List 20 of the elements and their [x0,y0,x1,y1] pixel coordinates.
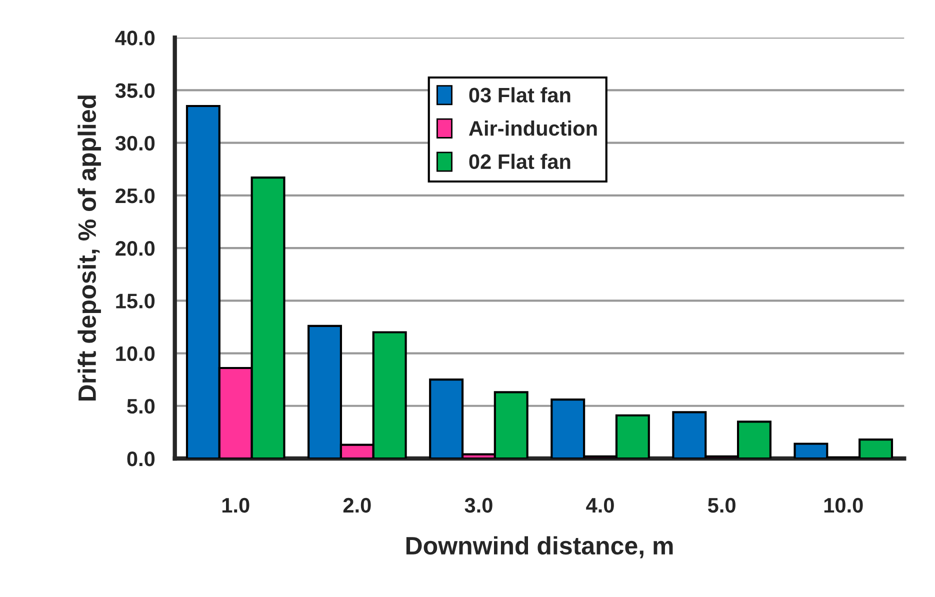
y-tick-label: 30.0 [115,136,155,151]
x-tick-label: 10.0 [824,498,863,513]
x-tick-label: 3.0 [464,498,492,513]
y-tick-label: 20.0 [116,241,155,256]
x-tick-label: 1.0 [222,498,250,513]
y-tick-label: 25.0 [116,188,155,204]
legend-label: 02 Flat fan [469,154,570,170]
x-tick-label: 5.0 [708,498,736,513]
x-tick-label: 2.0 [343,498,371,513]
y-tick-label: 35.0 [115,83,155,98]
x-axis-title: Downwind distance, m [406,536,673,558]
legend-label: Air-induction [468,120,597,136]
y-tick-label: 15.0 [116,294,155,308]
x-tick-label: 4.0 [586,498,614,513]
y-tick-label: 5.0 [127,398,155,414]
y-tick-label: 10.0 [116,346,155,362]
y-tick-label: 0.0 [127,451,155,466]
legend-label: 03 Flat fan [469,87,570,103]
y-axis-title: Drift deposit, % of applied [78,96,101,401]
y-tick-label: 40.0 [115,30,155,46]
